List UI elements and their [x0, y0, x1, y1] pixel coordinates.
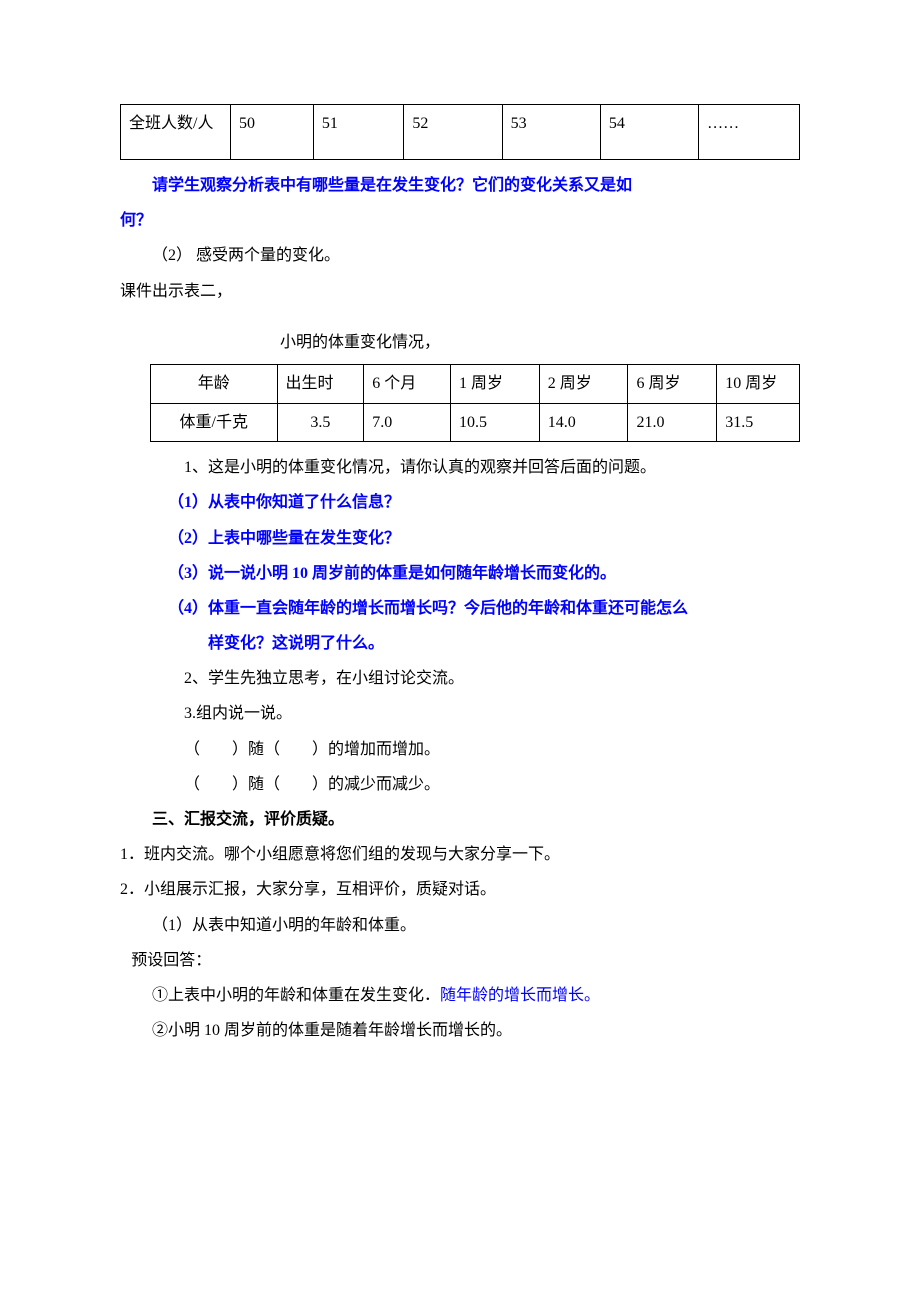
question-intro: 1、这是小明的体重变化情况，请你认真的观察并回答后面的问题。	[120, 450, 800, 485]
courseware-note: 课件出示表二，	[120, 274, 800, 309]
question-4-line2: 样变化？这说明了什么。	[120, 626, 800, 661]
section-3-p1: 1．班内交流。哪个小组愿意将您们组的发现与大家分享一下。	[120, 837, 800, 872]
table2-value: 3.5	[277, 403, 364, 442]
fill-blank-1: （ ）随（ ）的增加而增加。	[120, 732, 800, 767]
table2-header: 6 个月	[364, 364, 451, 403]
table2-header: 年龄	[151, 364, 278, 403]
answer-1-text: ①上表中小明的年龄和体重在发生变化．	[152, 987, 440, 1004]
table2-value: 7.0	[364, 403, 451, 442]
question-4-line1: （4）体重一直会随年龄的增长而增长吗？今后他的年龄和体重还可能怎么	[120, 591, 800, 626]
table1-cell: 52	[404, 105, 502, 160]
class-size-table: 全班人数/人 50 51 52 53 54 ……	[120, 104, 800, 160]
fill-blank-2: （ ）随（ ）的减少而减少。	[120, 767, 800, 802]
table2-value: 10.5	[450, 403, 539, 442]
question-2: （2）上表中哪些量在发生变化？	[120, 521, 800, 556]
table2-value: 21.0	[628, 403, 717, 442]
table1-cell: 54	[600, 105, 698, 160]
section-3-sub1: （1）从表中知道小明的年龄和体重。	[120, 908, 800, 943]
table2-header: 出生时	[277, 364, 364, 403]
section-3-title: 三、汇报交流，评价质疑。	[120, 802, 800, 837]
section-3-p2: 2．小组展示汇报，大家分享，互相评价，质疑对话。	[120, 872, 800, 907]
table1-cell: 50	[230, 105, 313, 160]
question-1: （1）从表中你知道了什么信息？	[120, 485, 800, 520]
table2-header: 10 周岁	[717, 364, 800, 403]
question-3: （3）说一说小明 10 周岁前的体重是如何随年龄增长而变化的。	[120, 556, 800, 591]
step-3: 3.组内说一说。	[120, 696, 800, 731]
table2-value: 14.0	[539, 403, 628, 442]
observe-prompt-line1: 请学生观察分析表中有哪些量是在发生变化？它们的变化关系又是如	[120, 168, 800, 203]
table1-cell: 53	[502, 105, 600, 160]
table2-header: 6 周岁	[628, 364, 717, 403]
preset-answer-label: 预设回答：	[120, 943, 800, 978]
step-2: 2、学生先独立思考，在小组讨论交流。	[120, 661, 800, 696]
table1-cell: ……	[699, 105, 800, 160]
answer-1: ①上表中小明的年龄和体重在发生变化．随年龄的增长而增长。	[120, 978, 800, 1013]
answer-1-highlight: 随年龄的增长而增长。	[440, 987, 600, 1004]
answer-2: ②小明 10 周岁前的体重是随着年龄增长而增长的。	[120, 1013, 800, 1048]
table2-header: 1 周岁	[450, 364, 539, 403]
observe-prompt-line2: 何？	[120, 203, 800, 238]
table2-row-label: 体重/千克	[151, 403, 278, 442]
table1-row-label: 全班人数/人	[121, 105, 231, 160]
sub-item-2: （2） 感受两个量的变化。	[120, 238, 800, 273]
weight-change-table: 年龄 出生时 6 个月 1 周岁 2 周岁 6 周岁 10 周岁 体重/千克 3…	[150, 364, 800, 442]
table2-header: 2 周岁	[539, 364, 628, 403]
table1-cell: 51	[313, 105, 404, 160]
table2-value: 31.5	[717, 403, 800, 442]
table2-caption: 小明的体重变化情况，	[120, 325, 800, 360]
